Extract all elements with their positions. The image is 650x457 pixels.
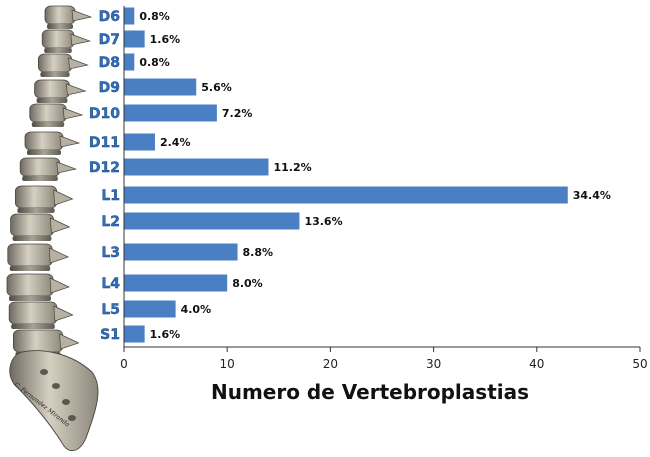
vertebra-body: [44, 5, 76, 25]
vertebra-level-labels: D6 D7 D8 D9 D10 D11 D12 L1 L2 L3 L4 L5 S1: [89, 9, 121, 343]
vertebra-body: [34, 79, 70, 99]
intervertebral-disc: [9, 266, 51, 271]
spinous-process: [62, 107, 84, 120]
level-label-d10: D10: [89, 106, 120, 122]
bar-d9: [124, 78, 197, 96]
intervertebral-disc: [36, 98, 68, 103]
intervertebral-disc: [11, 324, 55, 329]
vertebra-body: [19, 157, 61, 177]
level-label-d8: D8: [99, 55, 120, 71]
vertebra-body: [14, 185, 58, 209]
x-tick-label-50: 50: [632, 357, 647, 371]
data-label-s1: 1.6%: [150, 328, 181, 341]
vertebra-body: [6, 273, 54, 297]
data-labels: 0.8% 1.6% 0.8% 5.6% 7.2% 2.4% 11.2% 34.4% 13.6% 8…: [139, 10, 611, 341]
spinous-process: [70, 33, 92, 46]
vertebra-body: [8, 301, 58, 325]
sacral-foramen: [52, 383, 60, 389]
bar-d6: [124, 7, 135, 25]
sacral-foramen: [62, 399, 70, 405]
vertebra-body: [7, 243, 53, 267]
level-label-d6: D6: [99, 9, 120, 25]
level-label-l4: L4: [101, 276, 120, 292]
level-label-s1: S1: [100, 327, 120, 343]
bar-l1: [124, 186, 568, 204]
spinous-process: [50, 217, 71, 234]
vertebra-body: [10, 213, 54, 237]
bar-l4: [124, 274, 228, 292]
data-label-d11: 2.4%: [160, 136, 191, 149]
intervertebral-disc: [40, 72, 70, 77]
bar-l2: [124, 212, 300, 230]
data-label-l2: 13.6%: [304, 215, 342, 228]
spinous-process: [71, 9, 93, 22]
x-axis-title: Numero de Vertebroplastias: [211, 380, 529, 404]
data-label-l4: 8.0%: [232, 277, 263, 290]
data-label-d9: 5.6%: [201, 81, 232, 94]
level-label-d7: D7: [99, 32, 120, 48]
data-label-l5: 4.0%: [181, 303, 212, 316]
vertebra-body: [38, 53, 73, 73]
x-axis-ticks: 0 10 20 30 40 50: [120, 347, 648, 371]
sacrum: [9, 350, 99, 452]
intervertebral-disc: [9, 296, 51, 301]
intervertebral-disc: [17, 208, 55, 213]
bar-d12: [124, 158, 269, 176]
x-tick-label-40: 40: [529, 357, 544, 371]
level-label-d12: D12: [89, 160, 120, 176]
x-tick-label-20: 20: [323, 357, 338, 371]
data-label-l3: 8.8%: [243, 246, 274, 259]
data-label-d8: 0.8%: [139, 56, 170, 69]
intervertebral-disc: [22, 176, 58, 181]
level-label-d11: D11: [89, 135, 120, 151]
data-label-d6: 0.8%: [139, 10, 170, 23]
level-label-l2: L2: [101, 214, 120, 230]
bar-d8: [124, 53, 135, 71]
bar-d7: [124, 30, 145, 48]
intervertebral-disc: [31, 122, 65, 127]
bar-l5: [124, 300, 176, 318]
spinous-process: [49, 277, 70, 294]
spinous-process: [59, 135, 81, 148]
x-tick-label-10: 10: [220, 357, 235, 371]
data-label-d10: 7.2%: [222, 107, 253, 120]
intervertebral-disc: [12, 236, 52, 241]
intervertebral-disc: [47, 24, 73, 29]
spinous-process: [48, 247, 70, 264]
level-label-l3: L3: [101, 245, 120, 261]
level-label-l5: L5: [101, 302, 120, 318]
bar-series: [124, 7, 568, 343]
vertebra-body: [24, 131, 64, 151]
spinous-process: [53, 305, 74, 322]
x-tick-label-0: 0: [120, 357, 128, 371]
bar-l3: [124, 243, 238, 261]
spinous-process: [56, 161, 78, 174]
x-tick-label-30: 30: [426, 357, 441, 371]
bar-s1: [124, 325, 145, 343]
data-label-l1: 34.4%: [573, 189, 611, 202]
intervertebral-disc: [27, 150, 61, 155]
vertebra-body: [29, 103, 67, 123]
data-label-d12: 11.2%: [273, 161, 311, 174]
spine-illustration: [6, 5, 99, 452]
vertebra-body: [41, 29, 75, 49]
sacral-foramen: [68, 415, 76, 421]
spinous-process: [66, 83, 87, 96]
bar-d11: [124, 133, 155, 151]
level-label-l1: L1: [101, 188, 120, 204]
intervertebral-disc: [44, 48, 72, 53]
sacral-foramen: [40, 369, 48, 375]
level-label-d9: D9: [99, 80, 120, 96]
bar-d10: [124, 104, 217, 122]
spinous-process: [68, 57, 89, 70]
vertebra-body: [12, 329, 64, 353]
data-label-d7: 1.6%: [150, 33, 181, 46]
spinous-process: [59, 333, 80, 350]
spinous-process: [53, 189, 74, 206]
